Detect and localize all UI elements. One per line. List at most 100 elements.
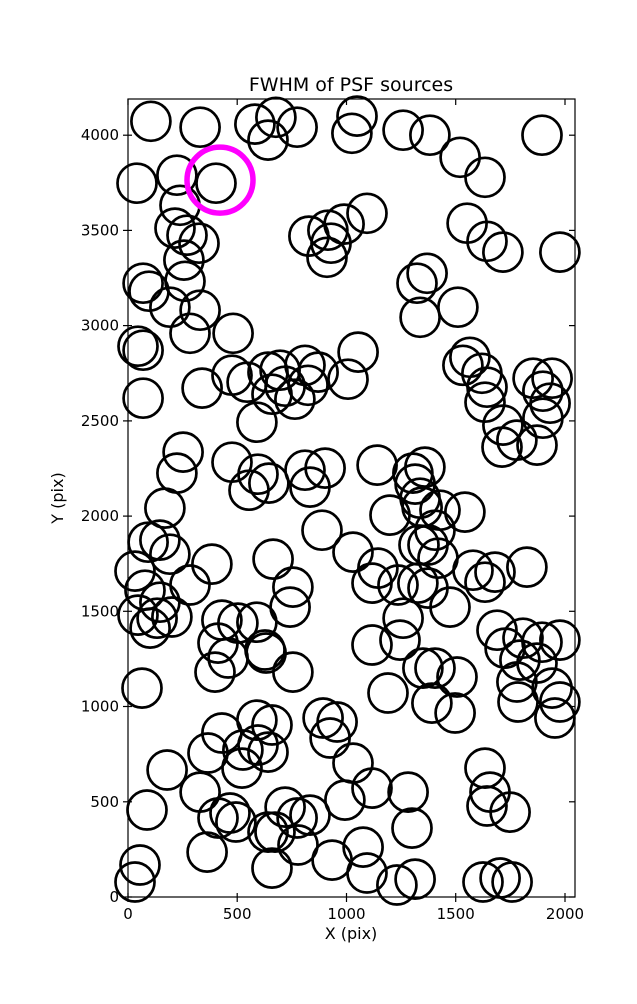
- psf-sources-marker: [163, 239, 205, 281]
- psf-sources-marker: [254, 811, 296, 853]
- psf-sources-marker: [402, 647, 444, 689]
- psf-sources-marker: [439, 136, 481, 179]
- psf-sources-marker: [129, 607, 171, 649]
- y-tick-label: 3000: [81, 317, 119, 335]
- psf-sources-marker: [522, 397, 564, 440]
- psf-sources-marker: [306, 236, 348, 279]
- y-tick-label: 3500: [81, 221, 119, 239]
- psf-sources-marker: [164, 260, 206, 303]
- psf-sources-marker: [194, 651, 236, 693]
- psf-sources-marker: [274, 378, 316, 421]
- psf-sources-marker: [222, 729, 264, 771]
- psf-sources-marker: [156, 154, 198, 197]
- psf-sources-marker: [117, 325, 159, 368]
- psf-sources-marker: [442, 344, 484, 387]
- psf-sources-marker: [181, 367, 223, 409]
- psf-sources-marker: [269, 586, 311, 628]
- y-tick-label: 1000: [81, 698, 119, 716]
- psf-sources-marker: [114, 550, 156, 592]
- x-tick-label: 500: [223, 905, 252, 923]
- psf-sources-marker: [119, 844, 161, 886]
- psf-sources-marker: [382, 109, 424, 152]
- psf-sources-marker: [130, 100, 172, 143]
- psf-sources-marker: [351, 562, 393, 604]
- psf-sources-marker: [464, 747, 506, 789]
- psf-sources-marker: [122, 262, 164, 305]
- psf-sources-marker: [521, 114, 563, 157]
- y-axis-label: Y (pix): [48, 472, 67, 524]
- y-tick-label: 500: [90, 793, 119, 811]
- psf-sources-marker: [399, 296, 441, 339]
- psf-sources-marker: [512, 357, 554, 400]
- psf-sources-marker: [195, 162, 237, 205]
- psf-sources-marker: [407, 524, 449, 566]
- psf-sources-marker: [342, 826, 384, 868]
- psf-sources-marker: [482, 404, 524, 446]
- psf-sources-marker: [489, 791, 531, 833]
- psf-sources-marker: [169, 312, 211, 355]
- psf-sources-marker: [191, 543, 233, 585]
- psf-sources-marker: [429, 586, 471, 628]
- psf-sources-marker: [476, 609, 518, 652]
- psf-sources-marker: [272, 651, 314, 693]
- psf-sources-marker: [212, 312, 254, 355]
- psf-sources-marker: [387, 771, 429, 813]
- psf-sources-marker: [117, 594, 159, 636]
- psf-sources-marker: [234, 103, 276, 145]
- psf-sources-marker: [437, 286, 479, 329]
- x-tick-label: 2000: [546, 905, 584, 923]
- y-tick-label: 1500: [81, 602, 119, 620]
- psf-sources-marker: [311, 839, 353, 881]
- psf-sources-marker: [309, 717, 351, 759]
- psf-sources-marker: [187, 732, 229, 774]
- psf-sources-marker: [409, 114, 451, 157]
- psf-sources-marker: [411, 682, 453, 724]
- x-tick-label: 1500: [437, 905, 475, 923]
- psf-sources-marker: [146, 749, 188, 791]
- psf-sources-marker: [251, 847, 293, 889]
- psf-sources-marker: [464, 156, 506, 199]
- y-tick-label: 0: [109, 888, 119, 906]
- psf-sources-marker: [491, 861, 533, 903]
- psf-sources-marker: [336, 95, 378, 137]
- y-tick-label: 2000: [81, 507, 119, 525]
- psf-sources-marker: [252, 538, 294, 580]
- psf-sources-marker: [289, 466, 331, 508]
- psf-sources-marker: [276, 106, 318, 149]
- psf-sources-marker: [128, 270, 170, 313]
- psf-sources-marker: [481, 426, 523, 468]
- psf-sources-marker: [154, 207, 196, 249]
- psf-sources-marker: [144, 487, 186, 529]
- psf-sources-marker: [406, 252, 448, 295]
- psf-sources-marker: [197, 622, 239, 664]
- psf-sources-marker: [522, 370, 564, 413]
- psf-sources-marker: [462, 861, 504, 903]
- x-tick-label: 0: [123, 905, 133, 923]
- psf-sources-marker: [276, 797, 318, 839]
- psf-sources-marker: [346, 192, 388, 235]
- psf-sources-marker: [377, 564, 419, 606]
- psf-sources-marker: [394, 858, 436, 900]
- psf-sources-marker: [244, 629, 286, 671]
- psf-sources-marker: [469, 771, 511, 813]
- psf-sources-marker: [331, 112, 373, 155]
- psf-sources-marker: [444, 491, 486, 533]
- psf-sources-marker: [166, 214, 208, 257]
- psf-sources-marker: [287, 364, 329, 407]
- psf-sources-marker: [236, 401, 278, 444]
- psf-sources-marker: [139, 519, 181, 561]
- psf-sources-marker: [149, 533, 191, 576]
- psf-sources-marker: [482, 231, 524, 273]
- psf-sources-marker: [122, 377, 164, 420]
- psf-sources-marker: [156, 452, 198, 494]
- y-tick-label: 4000: [81, 126, 119, 144]
- psf-sources-marker: [332, 742, 374, 784]
- psf-sources-marker: [474, 551, 516, 593]
- psf-sources-marker: [186, 831, 228, 873]
- psf-sources-marker: [382, 597, 424, 640]
- psf-sources-marker: [255, 96, 297, 139]
- psf-sources-marker: [404, 446, 446, 488]
- psf-sources-marker: [284, 449, 326, 492]
- psf-sources-marker: [332, 531, 374, 573]
